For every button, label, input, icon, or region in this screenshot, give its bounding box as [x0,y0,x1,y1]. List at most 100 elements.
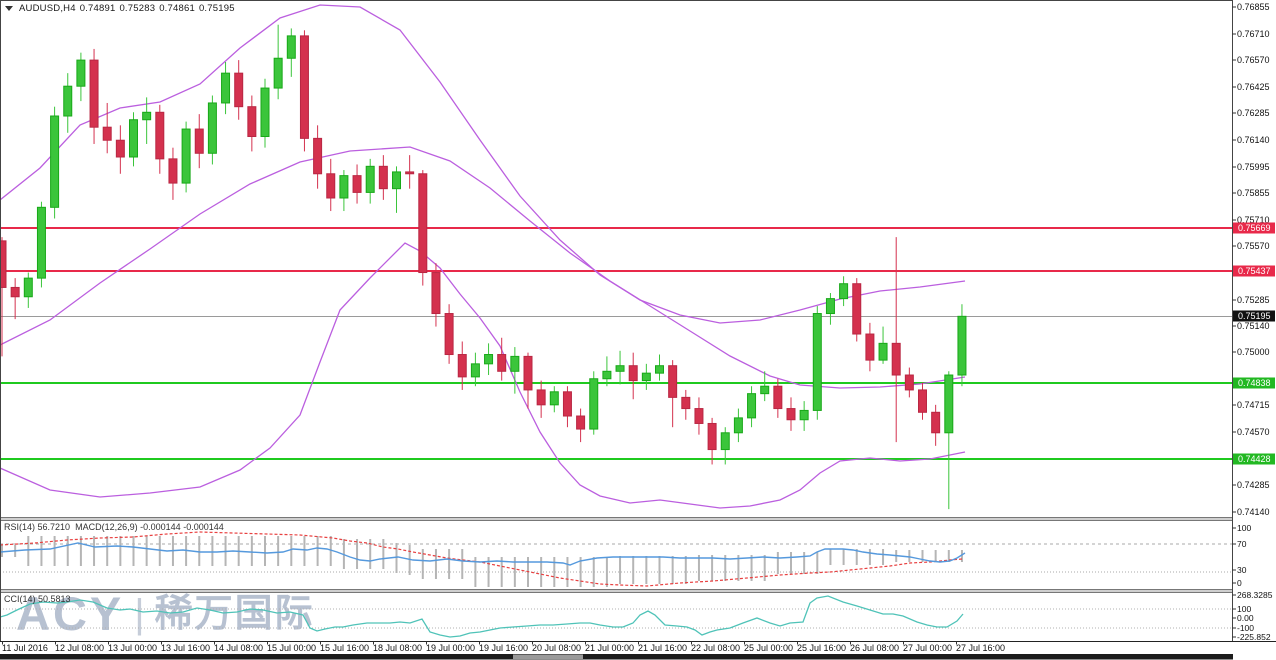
price-axis-label: 0.74570 [1237,427,1270,437]
symbol-dropdown-icon[interactable] [5,6,13,11]
panel-separator[interactable] [0,589,1233,593]
rsi-macd-indicator-label: RSI(14) 56.7210 MACD(12,26,9) -0.000144 … [4,522,224,532]
macd-value: -0.000144 [140,522,181,532]
rsi-line [0,542,966,566]
h-scrollbar-thumb[interactable] [513,654,583,660]
svg-text:0.74428: 0.74428 [1238,454,1271,464]
candle-body [352,175,362,193]
svg-text:0.75669: 0.75669 [1238,223,1271,233]
cci-line [0,595,964,638]
price-axis-label: 0.74715 [1237,400,1270,410]
price-axis-label: 0.76570 [1237,55,1270,65]
candle [904,367,914,398]
time-axis-label: 19 Jul 00:00 [426,643,475,653]
candle [273,24,283,100]
panel-separator[interactable] [0,517,1233,521]
price-badge: 0.75437 [1233,265,1275,277]
time-axis-label: 22 Jul 08:00 [691,643,740,653]
price-axis-label: 0.75140 [1237,321,1270,331]
candle-body [418,173,428,274]
candle-body [102,126,112,141]
candle [63,73,73,133]
price-axis[interactable]: 0.76855 0.76710 0.76570 0.76425 0.76285 0.761… [1232,2,1275,642]
candle-body [142,111,152,121]
candle-body [773,385,783,410]
candle [23,272,33,308]
macd-signal-value: -0.000144 [183,522,224,532]
candle-body [668,365,678,398]
candle-body [904,374,914,391]
candle-body [707,422,717,451]
candle-body [247,106,257,138]
indicator-axis-label: 0.00 [1237,613,1254,623]
price-axis-label: 0.76285 [1237,108,1270,118]
ohlc-high: 0.75283 [119,3,156,14]
candle [102,102,112,154]
svg-text:0.75195: 0.75195 [1238,311,1271,321]
candle [773,378,783,418]
candle-body [957,315,967,376]
candle [589,371,599,435]
time-axis-label: 13 Jul 16:00 [161,643,210,653]
cci-panel[interactable] [0,595,1232,638]
cci-indicator-label: CCI(14) 50.5813 [4,594,71,604]
time-axis-label: 27 Jul 16:00 [956,643,1005,653]
candle [431,263,441,327]
candle [523,352,533,409]
candle [155,104,165,174]
candle [181,121,191,193]
candle [405,155,415,189]
candle [825,293,835,325]
h-scrollbar[interactable] [0,654,1233,660]
candle-body [944,374,954,434]
candle [878,326,888,364]
candle [536,380,546,418]
cci-value: 50.5813 [38,594,71,604]
price-axis-label: 0.75000 [1237,347,1270,357]
candle-body [365,165,375,193]
candle-body [733,417,743,434]
time-axis[interactable]: 11 Jul 2016 12 Jul 08:00 13 Jul 00:00 13 Ju… [2,641,1005,654]
candle-body [694,408,704,424]
candle-body [181,128,191,184]
rsi-macd-panel[interactable] [0,531,1232,587]
candle [352,164,362,204]
candle [326,158,336,212]
candle-body [129,119,138,158]
candle [615,350,625,385]
macd-name: MACD(12,26,9) [75,522,138,532]
candle-body [562,391,572,417]
candle-body [36,206,46,279]
candle-body [89,59,99,128]
candle-body [221,72,231,104]
candle [142,97,152,144]
time-axis-label: 12 Jul 08:00 [55,643,104,653]
candle-body [747,393,757,419]
candle-body [510,355,520,372]
price-axis-label: 0.75570 [1237,241,1270,251]
indicator-axis-label: 268.3285 [1237,590,1273,600]
candle-body [576,415,586,430]
candle-body [589,378,599,430]
candle [549,386,559,413]
candle-body [484,354,494,365]
candle-body [0,240,7,288]
candle [799,401,809,431]
time-axis-label: 25 Jul 00:00 [744,643,793,653]
candle-body [444,313,454,356]
candle [733,408,743,443]
candle-body [720,432,730,451]
candle-body [234,72,244,108]
candle [0,237,7,357]
candle-body [273,57,283,89]
indicator-axis-label: 70 [1237,539,1247,549]
candle [392,166,401,213]
candle-body [155,111,165,160]
indicator-axis-label: -225.852 [1237,632,1271,642]
candle [115,125,125,174]
candle-body [115,139,125,158]
candle [484,343,494,376]
candle [378,155,388,200]
time-axis-label: 25 Jul 16:00 [797,643,846,653]
